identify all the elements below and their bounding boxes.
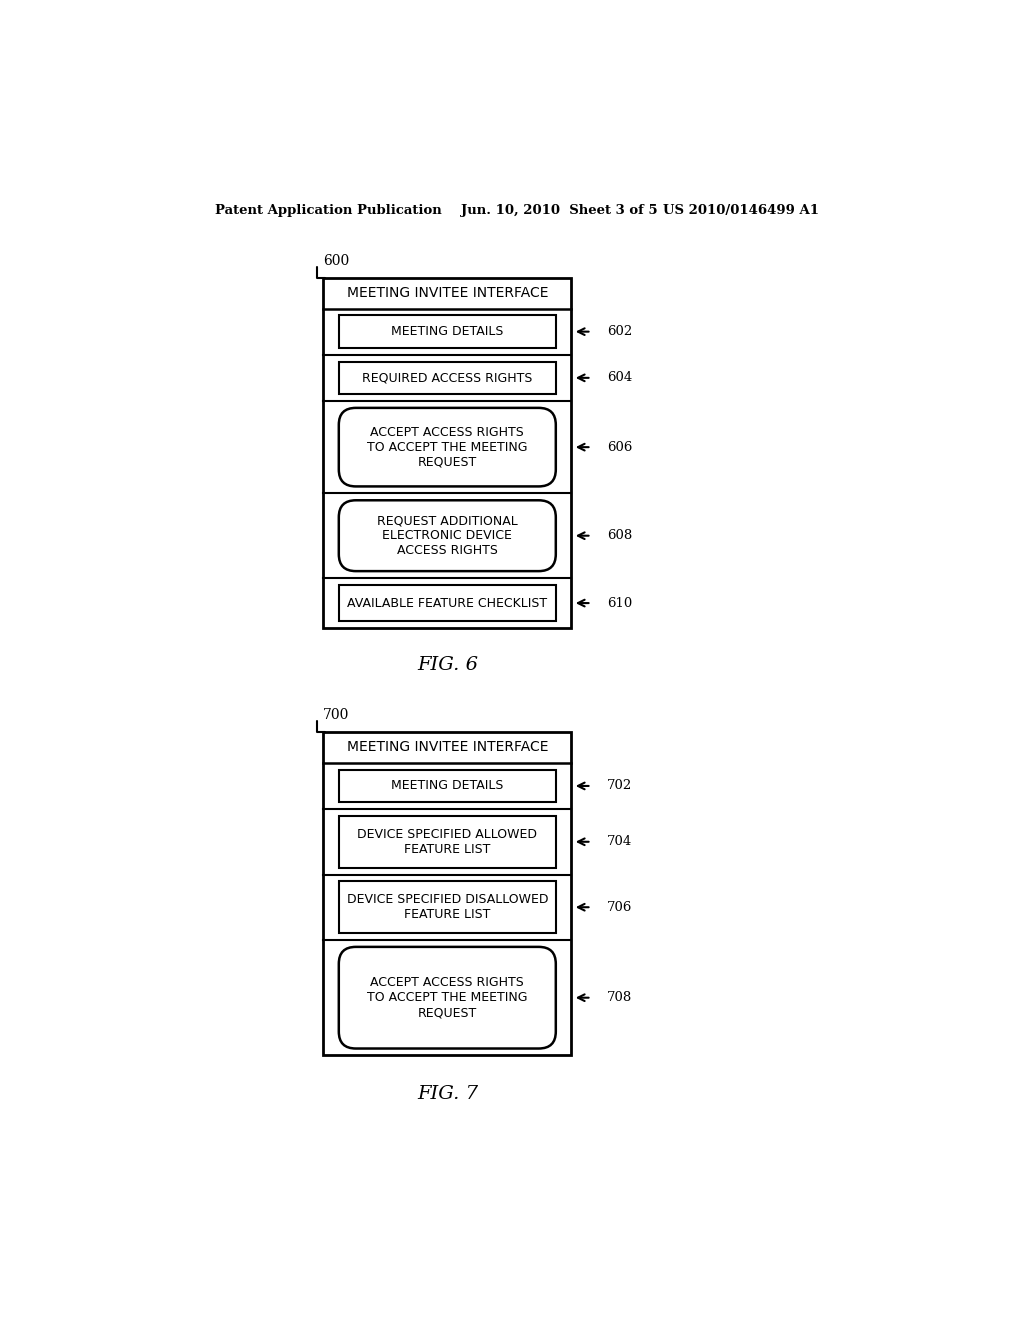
Text: 604: 604 bbox=[607, 371, 632, 384]
Text: FIG. 6: FIG. 6 bbox=[417, 656, 478, 675]
FancyBboxPatch shape bbox=[339, 315, 556, 348]
Text: 600: 600 bbox=[324, 253, 349, 268]
Text: 606: 606 bbox=[607, 441, 633, 454]
Text: ACCEPT ACCESS RIGHTS
TO ACCEPT THE MEETING
REQUEST: ACCEPT ACCESS RIGHTS TO ACCEPT THE MEETI… bbox=[367, 425, 527, 469]
Text: MEETING DETAILS: MEETING DETAILS bbox=[391, 779, 504, 792]
FancyBboxPatch shape bbox=[339, 585, 556, 622]
Text: 700: 700 bbox=[324, 708, 349, 722]
FancyBboxPatch shape bbox=[339, 946, 556, 1048]
FancyBboxPatch shape bbox=[339, 882, 556, 933]
Text: 610: 610 bbox=[607, 597, 632, 610]
Text: DEVICE SPECIFIED DISALLOWED
FEATURE LIST: DEVICE SPECIFIED DISALLOWED FEATURE LIST bbox=[346, 894, 548, 921]
FancyBboxPatch shape bbox=[324, 277, 571, 628]
FancyBboxPatch shape bbox=[339, 500, 556, 572]
Text: 704: 704 bbox=[607, 836, 632, 849]
FancyBboxPatch shape bbox=[339, 816, 556, 867]
Text: ACCEPT ACCESS RIGHTS
TO ACCEPT THE MEETING
REQUEST: ACCEPT ACCESS RIGHTS TO ACCEPT THE MEETI… bbox=[367, 977, 527, 1019]
Text: REQUIRED ACCESS RIGHTS: REQUIRED ACCESS RIGHTS bbox=[362, 371, 532, 384]
Text: 706: 706 bbox=[607, 900, 633, 913]
Text: AVAILABLE FEATURE CHECKLIST: AVAILABLE FEATURE CHECKLIST bbox=[347, 597, 548, 610]
Text: Jun. 10, 2010  Sheet 3 of 5: Jun. 10, 2010 Sheet 3 of 5 bbox=[461, 205, 657, 218]
Text: MEETING DETAILS: MEETING DETAILS bbox=[391, 325, 504, 338]
Text: MEETING INVITEE INTERFACE: MEETING INVITEE INTERFACE bbox=[346, 741, 548, 755]
Text: 702: 702 bbox=[607, 779, 632, 792]
Text: Patent Application Publication: Patent Application Publication bbox=[215, 205, 441, 218]
Text: REQUEST ADDITIONAL
ELECTRONIC DEVICE
ACCESS RIGHTS: REQUEST ADDITIONAL ELECTRONIC DEVICE ACC… bbox=[377, 515, 518, 557]
Text: DEVICE SPECIFIED ALLOWED
FEATURE LIST: DEVICE SPECIFIED ALLOWED FEATURE LIST bbox=[357, 828, 538, 855]
FancyBboxPatch shape bbox=[339, 362, 556, 395]
Text: 602: 602 bbox=[607, 325, 632, 338]
FancyBboxPatch shape bbox=[339, 770, 556, 803]
Text: 708: 708 bbox=[607, 991, 632, 1005]
Text: FIG. 7: FIG. 7 bbox=[417, 1085, 478, 1104]
Text: MEETING INVITEE INTERFACE: MEETING INVITEE INTERFACE bbox=[346, 286, 548, 300]
FancyBboxPatch shape bbox=[339, 408, 556, 487]
FancyBboxPatch shape bbox=[324, 733, 571, 1056]
Text: 608: 608 bbox=[607, 529, 632, 543]
Text: US 2010/0146499 A1: US 2010/0146499 A1 bbox=[663, 205, 819, 218]
